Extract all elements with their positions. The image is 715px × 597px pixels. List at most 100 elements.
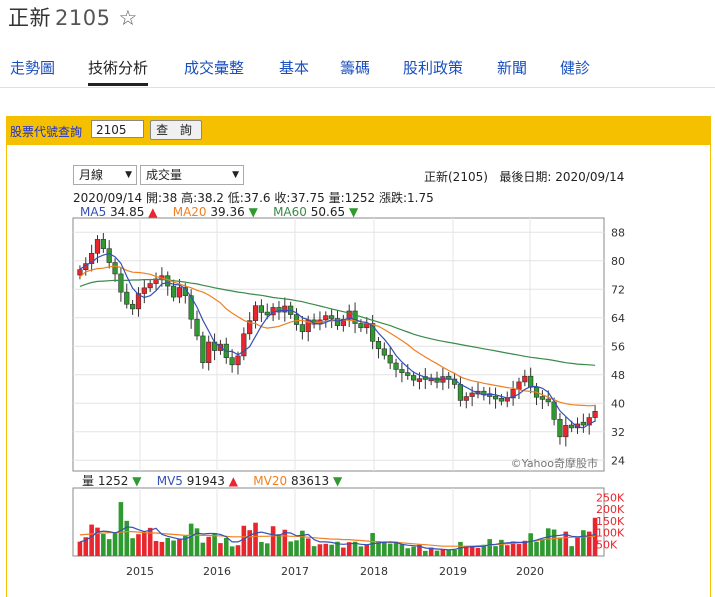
stock-code-input[interactable]: 2105	[91, 120, 144, 138]
watermark: ©Yahoo奇摩股市	[511, 456, 598, 470]
volume-bar	[235, 545, 241, 556]
volume-bar	[569, 546, 574, 556]
volume-bar	[399, 544, 405, 556]
candle-body	[592, 411, 598, 418]
volume-bar	[458, 541, 463, 556]
volume-bar	[83, 537, 89, 556]
candle-body	[299, 324, 305, 332]
year-tick-label: 2018	[360, 565, 388, 578]
open-label: 開:	[146, 191, 163, 205]
volume-bar	[411, 546, 416, 556]
volume-bar	[223, 537, 229, 556]
year-tick-label: 2020	[516, 565, 544, 578]
ma5-value: 34.85	[110, 205, 145, 219]
tab-diagnosis[interactable]: 健診	[560, 59, 591, 77]
ma5-up-icon: ▲	[148, 205, 158, 219]
indicator-select[interactable]: 成交量 ▼	[140, 165, 244, 185]
candle-body	[364, 323, 370, 329]
volume-tick-label: 200K	[596, 503, 625, 516]
tab-trend[interactable]: 走勢圖	[10, 59, 56, 77]
volume-bar	[522, 540, 528, 556]
candle-body	[574, 423, 581, 429]
volume-bar	[563, 531, 569, 556]
candle-body	[457, 384, 464, 401]
tab-news[interactable]: 新聞	[497, 59, 528, 77]
volume-bar	[516, 544, 522, 556]
candle-body	[381, 348, 387, 356]
favorite-star-icon[interactable]: ☆	[118, 6, 138, 30]
volume-bar	[581, 530, 586, 556]
query-button[interactable]: 查 詢	[150, 120, 202, 140]
nav-tabs: 走勢圖 技術分析 成交彙整 基本 籌碼 股利政策 新聞 健診	[0, 54, 715, 88]
volume-bar	[387, 543, 393, 556]
volume-bar	[118, 502, 124, 556]
candle-body	[252, 305, 259, 321]
last-date: 2020/09/14	[555, 170, 625, 184]
candle-body	[323, 315, 329, 321]
volume-bar	[142, 533, 147, 556]
candle-body	[282, 305, 288, 313]
volume-bar	[89, 524, 94, 556]
tab-trades[interactable]: 成交彙整	[184, 59, 245, 77]
candle-body	[241, 333, 247, 357]
volume-bar	[276, 534, 282, 556]
year-tick-label: 2016	[203, 565, 231, 578]
volume-bar	[545, 528, 551, 556]
price-plot-frame	[72, 217, 605, 472]
volume-bar	[130, 538, 135, 556]
ma60-value: 50.65	[310, 205, 346, 219]
volume-bar	[194, 528, 200, 556]
vol-value: 1252	[344, 191, 376, 205]
volume-bar	[341, 547, 346, 556]
close-value: 37.75	[290, 191, 325, 205]
volume-bar	[101, 533, 106, 556]
candle-body	[188, 295, 194, 320]
volume-bar	[177, 539, 182, 556]
mv20-line	[79, 531, 596, 547]
candle-body	[481, 390, 487, 395]
high-value: 38.2	[197, 191, 224, 205]
candle-body	[89, 252, 95, 264]
stock-name: 正新	[8, 6, 51, 30]
volume-bar	[346, 542, 352, 556]
volume-bar	[510, 541, 516, 556]
candle-body	[200, 335, 206, 363]
price-tick-label: 80	[611, 255, 625, 268]
vol-label: 量:	[328, 191, 345, 205]
volume-bar	[165, 537, 171, 556]
low-value: 37.6	[243, 191, 271, 205]
candle-body	[112, 262, 118, 275]
volume-bar	[294, 540, 299, 556]
volume-bar	[95, 527, 100, 556]
volume-bar	[288, 541, 293, 556]
volume-bar	[393, 541, 399, 556]
volume-bar	[551, 529, 557, 556]
volume-bar	[417, 544, 422, 556]
mv5-label: MV5	[156, 474, 183, 488]
ma-legend: MA5 34.85 ▲ MA20 39.36 ▼ MA60 50.65 ▼	[80, 205, 358, 219]
tab-technical[interactable]: 技術分析	[88, 57, 149, 86]
candle-body	[194, 318, 200, 337]
vol-legend-label: 量	[82, 474, 95, 488]
volume-bar	[463, 546, 469, 556]
year-tick-label: 2017	[281, 565, 309, 578]
period-select[interactable]: 月線 ▼	[73, 165, 137, 185]
volume-bar	[352, 541, 358, 556]
tab-basic[interactable]: 基本	[279, 59, 310, 77]
tab-chips[interactable]: 籌碼	[340, 59, 371, 77]
tab-dividend[interactable]: 股利政策	[403, 59, 464, 77]
open-value: 38	[162, 191, 178, 205]
mv5-line	[79, 526, 596, 551]
price-tick-label: 40	[611, 397, 625, 410]
volume-bar	[358, 546, 364, 556]
volume-bar	[188, 523, 194, 556]
volume-bar	[282, 529, 288, 556]
candle-body	[346, 310, 352, 320]
chart-panel	[6, 116, 711, 597]
candle-body	[229, 357, 235, 366]
volume-bar	[329, 544, 334, 556]
candle-body	[118, 273, 124, 293]
volume-bar	[586, 531, 592, 556]
query-label: 股票代號查詢	[10, 125, 83, 139]
